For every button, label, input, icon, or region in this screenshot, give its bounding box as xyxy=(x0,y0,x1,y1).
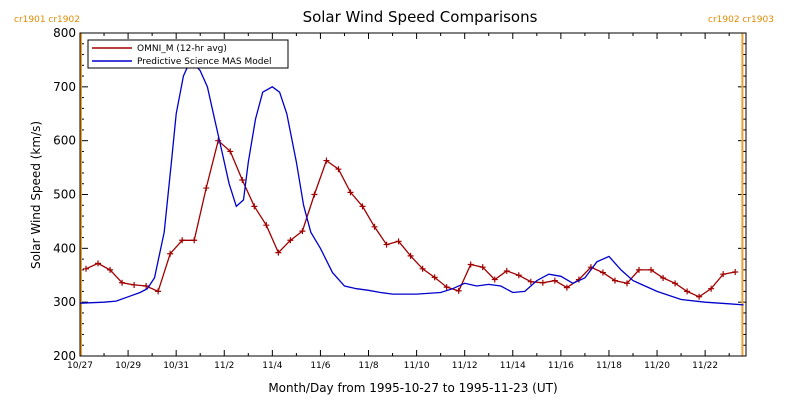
data-point-omni xyxy=(467,261,474,268)
carrington-label-right: cr1902 cr1903 xyxy=(708,15,774,25)
y-tick-label: 400 xyxy=(53,241,76,255)
data-point-omni xyxy=(407,252,414,259)
data-point-omni xyxy=(287,237,294,244)
data-point-omni xyxy=(143,283,150,290)
data-point-omni xyxy=(203,185,210,192)
legend-label-omni: OMNI_M (12-hr avg) xyxy=(137,44,227,54)
y-tick-label: 500 xyxy=(53,188,76,202)
data-point-omni xyxy=(155,288,162,295)
data-point-omni xyxy=(515,272,522,279)
data-point-omni xyxy=(395,238,402,245)
x-tick-label: 11/18 xyxy=(596,361,622,371)
data-point-omni xyxy=(167,250,174,257)
data-point-omni xyxy=(335,166,342,173)
data-point-omni xyxy=(107,266,114,273)
series-line-mas xyxy=(79,64,744,306)
x-tick-label: 11/8 xyxy=(358,361,378,371)
data-point-omni xyxy=(311,191,318,198)
data-point-omni xyxy=(95,260,102,267)
data-point-omni xyxy=(636,266,643,273)
x-tick-label: 11/20 xyxy=(644,361,670,371)
data-point-omni xyxy=(479,264,486,271)
x-tick-label: 11/2 xyxy=(214,361,234,371)
x-tick-label: 11/4 xyxy=(262,361,282,371)
x-tick-label: 11/6 xyxy=(310,361,330,371)
x-tick-label: 11/12 xyxy=(452,361,478,371)
x-tick-label: 11/16 xyxy=(548,361,574,371)
y-tick-label: 300 xyxy=(53,295,76,309)
data-point-omni xyxy=(708,285,715,292)
data-point-omni xyxy=(455,287,462,294)
data-point-omni xyxy=(599,269,606,276)
x-tick-label: 10/27 xyxy=(67,361,93,371)
x-tick-label: 11/14 xyxy=(500,361,526,371)
y-axis-label: Solar Wind Speed (km/s) xyxy=(29,121,43,269)
data-point-omni xyxy=(251,203,258,210)
data-point-omni xyxy=(323,157,330,164)
data-point-omni xyxy=(539,279,546,286)
data-point-omni xyxy=(527,278,534,285)
data-point-omni xyxy=(551,277,558,284)
y-tick-label: 800 xyxy=(53,26,76,40)
y-tick-label: 700 xyxy=(53,80,76,94)
data-point-omni xyxy=(347,189,354,196)
y-tick-label: 600 xyxy=(53,134,76,148)
data-point-omni xyxy=(359,203,366,210)
data-point-omni xyxy=(660,274,667,281)
chart-title: Solar Wind Speed Comparisons xyxy=(303,8,538,26)
data-point-omni xyxy=(503,267,510,274)
legend: OMNI_M (12-hr avg) Predictive Science MA… xyxy=(87,39,289,69)
x-axis-label: Month/Day from 1995-10-27 to 1995-11-23 … xyxy=(268,381,557,395)
data-point-omni xyxy=(431,274,438,281)
data-point-omni xyxy=(419,265,426,272)
legend-box xyxy=(87,39,289,69)
data-point-omni xyxy=(179,237,186,244)
x-axis-ticks: 10/27 10/29 10/31 11/2 11/4 11/6 11/8 11/10 11/1… xyxy=(67,33,730,371)
data-point-omni xyxy=(299,228,306,235)
data-point-omni xyxy=(131,281,138,288)
data-point-omni xyxy=(491,276,498,283)
x-tick-label: 11/10 xyxy=(404,361,430,371)
plot-frame xyxy=(79,32,747,357)
data-point-omni xyxy=(275,249,282,256)
data-point-omni xyxy=(443,284,450,291)
data-point-omni xyxy=(648,266,655,273)
carrington-label-left: cr1901 cr1902 xyxy=(14,15,80,25)
data-point-omni xyxy=(383,241,390,248)
data-point-omni xyxy=(215,137,222,144)
series-layer xyxy=(79,64,744,306)
data-point-omni xyxy=(263,222,270,229)
x-tick-label: 10/31 xyxy=(163,361,189,371)
y-tick-label: 200 xyxy=(53,349,76,363)
data-point-omni xyxy=(227,148,234,155)
data-point-omni xyxy=(371,223,378,230)
legend-label-mas: Predictive Science MAS Model xyxy=(137,57,272,67)
x-tick-label: 10/29 xyxy=(115,361,141,371)
carrington-markers xyxy=(80,33,744,356)
data-point-omni xyxy=(672,280,679,287)
data-point-omni xyxy=(720,271,727,278)
data-point-omni xyxy=(83,265,90,272)
data-point-omni xyxy=(563,284,570,291)
x-tick-label: 11/22 xyxy=(692,361,718,371)
data-point-omni xyxy=(696,293,703,300)
data-point-omni xyxy=(732,269,739,276)
data-point-omni xyxy=(119,279,126,286)
data-point-omni xyxy=(611,277,618,284)
data-point-omni xyxy=(191,237,198,244)
data-point-omni xyxy=(623,280,630,287)
data-point-omni xyxy=(239,176,246,183)
data-point-omni xyxy=(684,288,691,295)
